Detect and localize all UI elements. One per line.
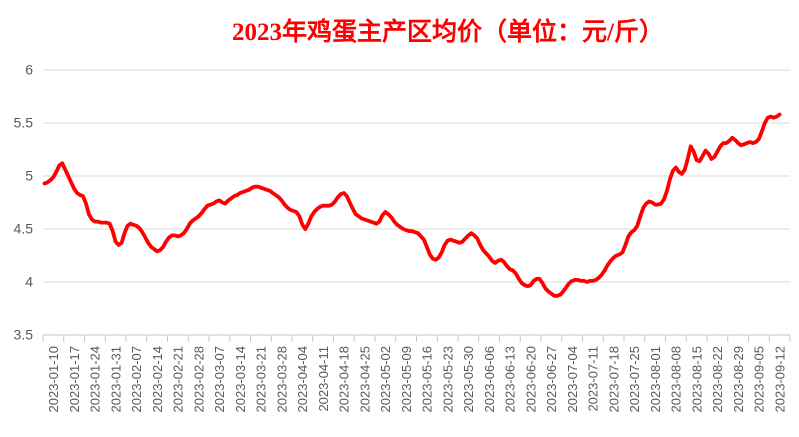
- x-axis-label: 2023-07-04: [565, 346, 580, 413]
- x-axis-label: 2023-04-18: [337, 346, 352, 413]
- x-axis-label: 2023-01-10: [46, 346, 61, 413]
- y-axis-label: 6: [25, 62, 33, 78]
- x-axis-label: 2023-02-07: [129, 346, 144, 413]
- x-axis-label: 2023-03-21: [254, 346, 269, 413]
- x-axis-label: 2023-05-09: [399, 346, 414, 413]
- x-axis-label: 2023-01-24: [88, 346, 103, 413]
- x-axis-label: 2023-06-27: [544, 346, 559, 413]
- chart-title: 2023年鸡蛋主产区均价（单位：元/斤）: [232, 17, 664, 46]
- y-axis-label: 3.5: [14, 327, 34, 343]
- y-axis-label: 5: [25, 168, 33, 184]
- x-axis-label: 2023-07-25: [627, 346, 642, 413]
- x-axis-label: 2023-05-02: [378, 346, 393, 413]
- y-axis-labels: 6 5.5 5 4.5 4 3.5: [14, 62, 34, 343]
- x-axis-label: 2023-08-22: [710, 346, 725, 413]
- x-axis-label: 2023-08-08: [669, 346, 684, 413]
- x-axis-label: 2023-05-23: [440, 346, 455, 413]
- x-axis-label: 2023-04-25: [357, 346, 372, 413]
- price-line: [42, 112, 782, 298]
- x-axis-label: 2023-09-12: [772, 346, 787, 413]
- y-axis-label: 4: [25, 274, 33, 290]
- x-axis-label: 2023-03-14: [233, 346, 248, 413]
- x-axis-label: 2023-08-29: [731, 346, 746, 413]
- x-axis-label: 2023-05-30: [461, 346, 476, 413]
- x-axis-label: 2023-07-18: [606, 346, 621, 413]
- x-axis-label: 2023-02-14: [150, 346, 165, 413]
- y-axis-label: 5.5: [14, 115, 34, 131]
- x-axis-label: 2023-01-17: [67, 346, 82, 413]
- x-axis-label: 2023-06-06: [482, 346, 497, 413]
- x-axis-label: 2023-03-28: [274, 346, 289, 413]
- x-axis-label: 2023-08-15: [689, 346, 704, 413]
- x-axis-label: 2023-09-05: [752, 346, 767, 413]
- x-axis-label: 2023-07-11: [586, 346, 601, 412]
- x-axis-label: 2023-02-28: [191, 346, 206, 413]
- x-axis-label: 2023-01-31: [108, 346, 123, 413]
- x-axis-label: 2023-05-16: [420, 346, 435, 413]
- x-axis-label: 2023-06-13: [503, 346, 518, 413]
- x-axis-label: 2023-06-20: [523, 346, 538, 413]
- gridlines: [43, 69, 790, 336]
- y-axis-label: 4.5: [14, 221, 34, 237]
- x-axis-label: 2023-04-04: [295, 346, 310, 413]
- x-axis: 2023-01-10 2023-01-17 2023-01-24 2023-01-31…: [42, 335, 791, 413]
- price-line-series: [42, 112, 782, 298]
- x-axis-label: 2023-08-01: [648, 346, 663, 413]
- x-axis-label: 2023-04-11: [316, 346, 331, 412]
- x-axis-label: 2023-02-21: [171, 346, 186, 413]
- x-axis-label: 2023-03-07: [212, 346, 227, 413]
